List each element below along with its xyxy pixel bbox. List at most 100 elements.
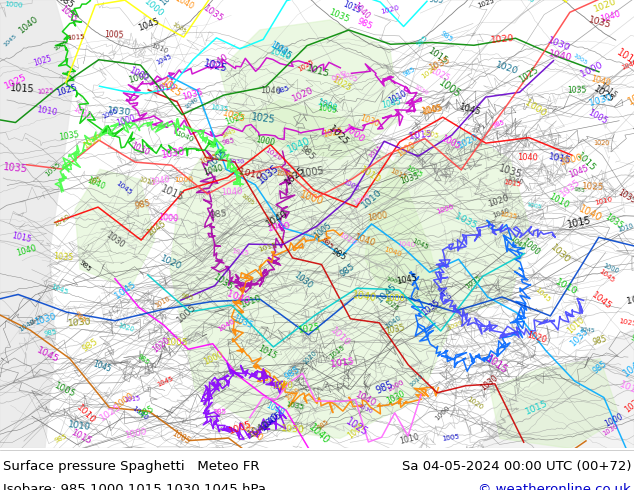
Text: Isobare: 985 1000 1015 1030 1045 hPa: Isobare: 985 1000 1015 1030 1045 hPa	[3, 483, 266, 490]
Text: 1015: 1015	[367, 144, 382, 159]
Text: Surface pressure Spaghetti   Meteo FR: Surface pressure Spaghetti Meteo FR	[3, 460, 259, 473]
Text: 1000: 1000	[299, 190, 325, 207]
Text: 1020: 1020	[273, 381, 293, 391]
Text: 1005: 1005	[207, 148, 229, 170]
Text: 1000: 1000	[523, 98, 548, 119]
Text: 1030: 1030	[71, 104, 92, 122]
Text: 1035: 1035	[256, 163, 281, 186]
Text: 1035: 1035	[626, 87, 634, 107]
Text: 1010: 1010	[329, 326, 353, 348]
Text: 1040: 1040	[16, 15, 39, 36]
Text: 1025: 1025	[623, 394, 634, 414]
Text: 1005: 1005	[171, 22, 187, 34]
Text: 1040: 1040	[589, 74, 611, 88]
Text: 1035: 1035	[498, 211, 517, 220]
Text: 1005: 1005	[439, 134, 462, 151]
Text: 1045: 1045	[113, 280, 138, 300]
Text: 1045: 1045	[270, 42, 293, 61]
Text: 1005: 1005	[441, 434, 460, 442]
Text: 1000: 1000	[285, 386, 301, 401]
Text: 1030: 1030	[104, 230, 126, 249]
Text: © weatheronline.co.uk: © weatheronline.co.uk	[478, 483, 631, 490]
Text: 1040: 1040	[260, 86, 281, 96]
Text: 1030: 1030	[228, 159, 244, 165]
Text: 1020: 1020	[593, 0, 618, 14]
Text: 1035: 1035	[44, 161, 62, 177]
Text: 1005: 1005	[300, 166, 325, 179]
Text: 1010: 1010	[617, 379, 634, 397]
Text: 1020: 1020	[117, 322, 135, 333]
Text: 985: 985	[276, 85, 290, 95]
Text: 1005: 1005	[586, 108, 609, 126]
Text: 1005: 1005	[572, 53, 588, 66]
Polygon shape	[220, 20, 400, 159]
Text: 1005: 1005	[342, 179, 360, 192]
Text: 1035: 1035	[427, 56, 451, 73]
Text: 1010: 1010	[67, 419, 90, 432]
Text: 1035: 1035	[285, 401, 304, 410]
Text: 1045: 1045	[275, 170, 293, 178]
Text: 1015: 1015	[67, 34, 85, 41]
Text: 1000: 1000	[255, 135, 276, 147]
Polygon shape	[0, 0, 75, 448]
Text: 1015: 1015	[548, 152, 572, 166]
Polygon shape	[75, 170, 155, 289]
Polygon shape	[490, 359, 620, 448]
Text: 985: 985	[214, 409, 227, 415]
Text: 1020: 1020	[82, 133, 104, 151]
Text: 1020: 1020	[301, 349, 318, 366]
Text: 1030: 1030	[129, 141, 150, 157]
Text: 1005: 1005	[259, 410, 283, 430]
Text: 1015: 1015	[341, 0, 362, 15]
Text: 1035: 1035	[464, 275, 482, 290]
Text: 1040: 1040	[621, 59, 634, 71]
Text: 1045: 1045	[155, 53, 173, 66]
Text: 1010: 1010	[617, 222, 634, 233]
Text: 1040: 1040	[384, 315, 402, 330]
Text: 1005: 1005	[53, 39, 69, 52]
Text: 1045: 1045	[28, 313, 44, 326]
Text: 985: 985	[44, 329, 58, 337]
Text: 1030: 1030	[548, 243, 572, 266]
Text: 985: 985	[320, 237, 333, 251]
Text: 1010: 1010	[154, 81, 177, 95]
Text: 1025: 1025	[3, 72, 28, 91]
Text: 1025: 1025	[37, 88, 55, 96]
Text: 1015: 1015	[159, 184, 185, 203]
Text: 1025: 1025	[158, 77, 184, 99]
Text: 1015: 1015	[503, 179, 521, 188]
Text: 1025: 1025	[251, 112, 276, 125]
Text: 1025: 1025	[32, 54, 53, 68]
Text: 985: 985	[629, 333, 634, 348]
Text: 1000: 1000	[124, 427, 148, 440]
Text: 1010: 1010	[553, 276, 578, 296]
Text: 1025: 1025	[297, 323, 320, 336]
Text: 1040: 1040	[351, 1, 372, 21]
Text: 1040: 1040	[397, 241, 415, 247]
Text: 1000: 1000	[268, 221, 292, 233]
Text: 985: 985	[330, 70, 349, 85]
Text: 1045: 1045	[35, 346, 60, 365]
Text: 1005: 1005	[527, 202, 543, 210]
Text: 1020: 1020	[489, 34, 514, 45]
Text: 1035: 1035	[53, 252, 74, 263]
Text: 1020: 1020	[152, 335, 172, 354]
Text: 1020: 1020	[494, 60, 519, 76]
Text: 1045: 1045	[411, 238, 429, 251]
Text: 1015: 1015	[523, 399, 548, 417]
Text: 985: 985	[415, 35, 429, 48]
Text: 1015: 1015	[566, 215, 592, 230]
Text: 1005: 1005	[340, 71, 358, 83]
Text: 1040: 1040	[577, 203, 604, 223]
Text: 985: 985	[574, 187, 586, 193]
Text: 1025: 1025	[98, 402, 124, 423]
Text: 1035: 1035	[211, 272, 235, 292]
Text: 1015: 1015	[231, 248, 249, 256]
Text: 1015: 1015	[10, 83, 35, 95]
Text: 1040: 1040	[517, 153, 538, 163]
Text: 1020: 1020	[487, 194, 510, 209]
Text: 1000: 1000	[174, 176, 193, 183]
Text: 1020: 1020	[420, 64, 439, 80]
Text: 1010: 1010	[358, 165, 382, 185]
Text: 1040: 1040	[206, 52, 230, 72]
